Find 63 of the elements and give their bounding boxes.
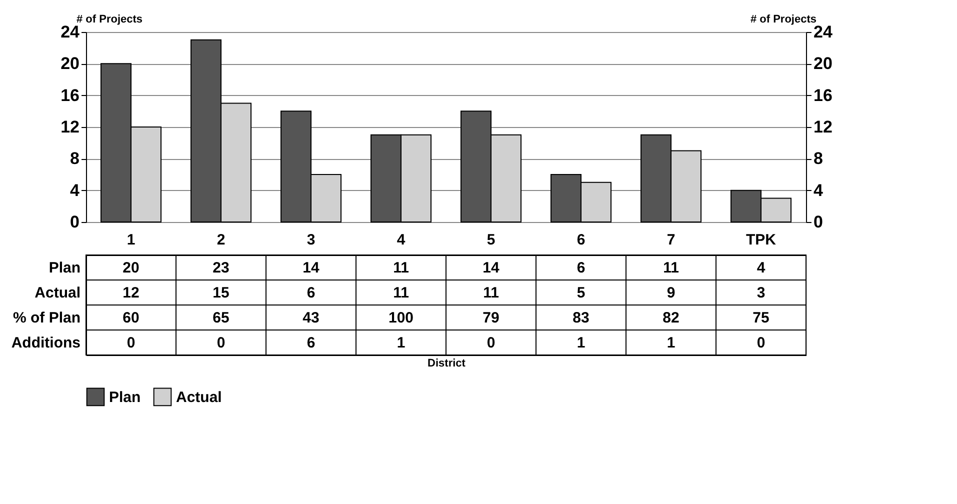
- x-tick-label: 3: [306, 232, 316, 248]
- text: 1: [396, 334, 406, 352]
- text: 83: [572, 310, 590, 326]
- text: 43: [302, 310, 320, 326]
- text: 0: [126, 334, 136, 352]
- data-label: 11: [663, 260, 679, 276]
- y-tick-label: 20: [60, 54, 80, 74]
- x-tick-label: 5: [486, 232, 496, 248]
- y2-tick-label: 0: [814, 212, 823, 232]
- text: District: [428, 358, 466, 370]
- x-tick-label: TPK: [746, 232, 776, 248]
- text: 0: [216, 334, 226, 352]
- data-label: 14: [482, 260, 500, 276]
- data-label: 6: [576, 260, 586, 276]
- data-label: 11: [393, 284, 409, 302]
- data-label: 23: [212, 260, 230, 276]
- y2-tick-label: 20: [814, 54, 832, 74]
- y-axis-title: # of Projects: [76, 14, 143, 26]
- text: % of Plan: [12, 310, 80, 326]
- x-tick-label: 7: [666, 232, 676, 248]
- data-label: 14: [302, 260, 320, 276]
- data-label: 15: [212, 284, 230, 302]
- text: 65: [212, 310, 230, 326]
- y-tick-label: 8: [70, 149, 80, 168]
- text: Actual: [34, 284, 80, 302]
- text: 60: [122, 310, 140, 326]
- legend-label: Actual: [176, 388, 222, 406]
- y2-tick-label: 16: [814, 86, 832, 105]
- y2-tick-label: 24: [814, 22, 833, 42]
- y-tick-label: 12: [60, 118, 80, 136]
- text: Additions: [11, 334, 80, 352]
- y-tick-label: 24: [60, 22, 80, 42]
- data-label: 20: [122, 260, 140, 276]
- data-label: 3: [756, 284, 766, 302]
- text: 1: [576, 334, 586, 352]
- data-label: 11: [483, 284, 499, 302]
- y-tick-label: 0: [70, 212, 80, 232]
- text: 100: [388, 310, 414, 326]
- legend-label: Plan: [109, 388, 141, 406]
- x-tick-label: 6: [576, 232, 586, 248]
- y2-tick-label: 12: [814, 118, 832, 136]
- data-label: 6: [306, 284, 316, 302]
- text: 82: [662, 310, 680, 326]
- y-tick-label: 16: [60, 86, 80, 105]
- data-label: 4: [756, 260, 766, 276]
- text: Plan: [48, 260, 80, 276]
- y2-axis-title: # of Projects: [750, 14, 816, 26]
- text: 79: [482, 310, 500, 326]
- y-tick-label: 4: [70, 180, 80, 200]
- text: 0: [486, 334, 496, 352]
- y2-tick-label: 4: [814, 180, 824, 200]
- data-label: 12: [122, 284, 140, 302]
- x-tick-label: 4: [396, 232, 406, 248]
- x-tick-label: 1: [126, 232, 136, 248]
- text: 0: [756, 334, 766, 352]
- x-tick-label: 2: [216, 232, 226, 248]
- data-label: 11: [393, 260, 409, 276]
- data-label: 9: [666, 284, 676, 302]
- y2-tick-label: 8: [814, 149, 823, 168]
- text: 6: [306, 334, 316, 352]
- text: 1: [666, 334, 676, 352]
- text: 75: [752, 310, 770, 326]
- data-label: 5: [576, 284, 586, 302]
